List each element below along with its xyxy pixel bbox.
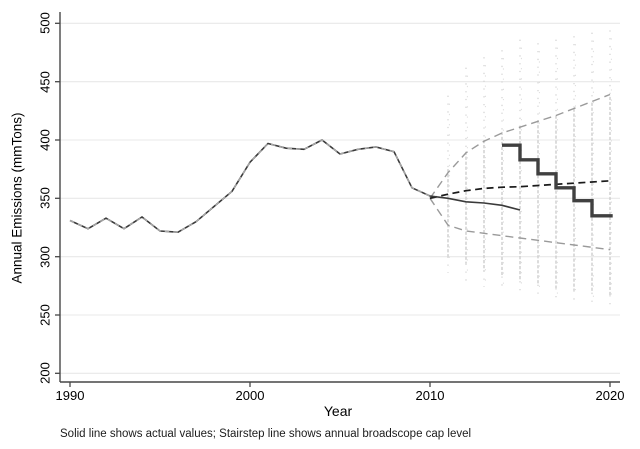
- y-tick-label: 350: [37, 187, 53, 210]
- forecast-central-line: [429, 179, 611, 200]
- actual-values-line: [69, 139, 521, 234]
- y-tick-label: 250: [37, 304, 53, 326]
- simulation-dot-strips: [447, 30, 612, 306]
- y-tick-label: 200: [37, 362, 53, 385]
- y-tick-label: 300: [37, 245, 53, 268]
- y-axis-title: Annual Emissions (mmTons): [9, 112, 25, 284]
- chart-caption: Solid line shows actual values; Stairste…: [60, 428, 472, 440]
- forecast-upper-bound-line: [429, 93, 611, 199]
- cap-stairstep: [502, 143, 613, 218]
- forecast-fan-lines: [429, 93, 611, 251]
- x-axis-title: Year: [323, 403, 353, 419]
- y-tick-label: 450: [37, 70, 53, 93]
- axes: [55, 12, 620, 387]
- gridlines: [60, 22, 620, 374]
- y-tick-label: 500: [37, 12, 53, 35]
- x-tick-label: 2010: [415, 388, 445, 403]
- x-tick-label: 1990: [55, 388, 85, 403]
- x-tick-label: 2000: [235, 388, 265, 403]
- actual-emissions: [69, 139, 521, 234]
- broadscope-cap-stairstep-line: [502, 143, 613, 218]
- forecast-lower-bound-line: [429, 197, 611, 251]
- y-tick-label: 400: [37, 129, 53, 151]
- x-tick-label: 2020: [595, 388, 625, 403]
- history-gray-dash-overlay: [69, 139, 431, 233]
